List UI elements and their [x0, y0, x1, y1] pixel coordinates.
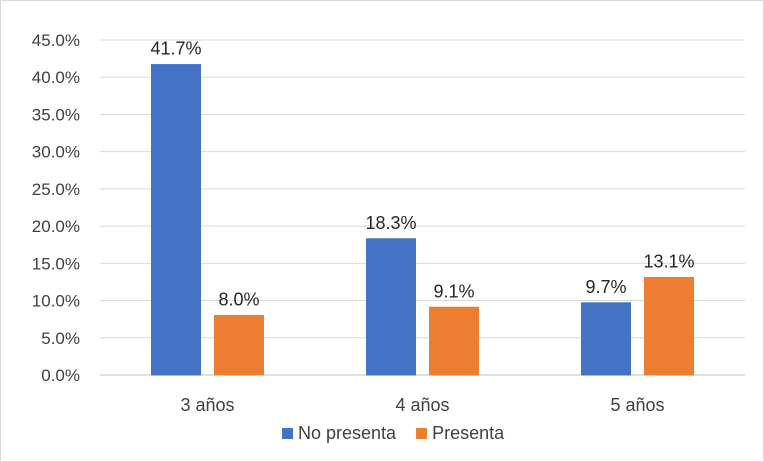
- bar-presenta-1: [214, 314, 264, 376]
- bar-no-presenta-1: [151, 64, 201, 376]
- legend-swatch-presenta: [416, 428, 428, 439]
- bars: [151, 64, 694, 376]
- data-label: 18.3%: [365, 213, 416, 233]
- x-category-label: 4 años: [395, 395, 449, 415]
- y-tick-label: 30.0%: [32, 143, 80, 162]
- data-label: 41.7%: [150, 39, 201, 59]
- legend: No presenta Presenta: [282, 423, 505, 443]
- y-tick-label: 15.0%: [32, 254, 80, 273]
- bar-no-presenta-2: [366, 238, 416, 376]
- y-tick-label: 5.0%: [41, 329, 80, 348]
- legend-label: No presenta: [298, 423, 397, 443]
- y-tick-label: 45.0%: [32, 31, 80, 50]
- data-label: 13.1%: [643, 251, 694, 271]
- data-label: 9.1%: [433, 281, 474, 301]
- y-tick-label: 10.0%: [32, 292, 80, 311]
- bar-no-presenta-3: [581, 302, 631, 376]
- bar-presenta-2: [429, 306, 479, 376]
- y-tick-label: 35.0%: [32, 105, 80, 124]
- bar-presenta-3: [644, 276, 694, 376]
- y-tick-label: 0.0%: [41, 366, 80, 385]
- data-label: 9.7%: [585, 277, 626, 297]
- data-labels: 41.7% 8.0% 18.3% 9.1% 9.7% 13.1%: [150, 39, 694, 310]
- y-axis-ticks: 0.0% 5.0% 10.0% 15.0% 20.0% 25.0% 30.0% 35.0% 40…: [32, 31, 80, 385]
- legend-label: Presenta: [432, 423, 505, 443]
- legend-swatch-no-presenta: [282, 428, 293, 439]
- y-tick-label: 40.0%: [32, 68, 80, 87]
- x-category-label: 3 años: [180, 395, 234, 415]
- y-tick-label: 25.0%: [32, 180, 80, 199]
- x-axis-categories: 3 años 4 años 5 años: [180, 395, 664, 415]
- gridlines: [100, 39, 745, 376]
- y-tick-label: 20.0%: [32, 217, 80, 236]
- x-category-label: 5 años: [610, 395, 664, 415]
- data-label: 8.0%: [218, 289, 259, 309]
